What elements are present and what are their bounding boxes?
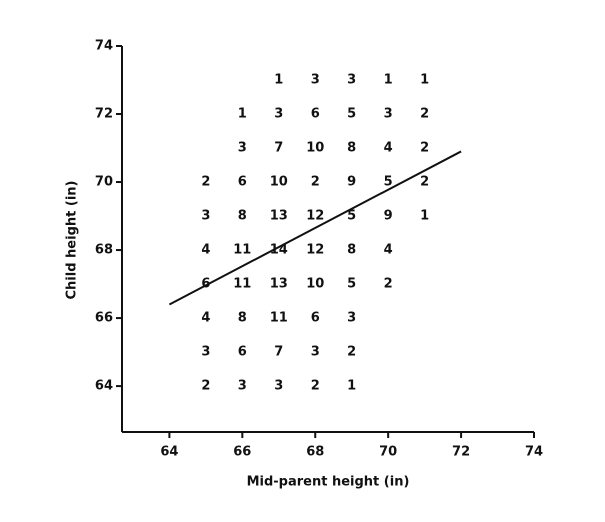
count-label: 2 <box>201 175 210 190</box>
count-label: 2 <box>384 277 393 292</box>
count-label: 8 <box>347 243 356 258</box>
count-label: 11 <box>270 311 288 326</box>
count-label: 8 <box>347 141 356 156</box>
y-tick-label: 66 <box>95 311 113 326</box>
x-tick-label: 74 <box>525 445 543 460</box>
count-label: 10 <box>306 277 324 292</box>
count-label: 13 <box>270 277 288 292</box>
y-tick-label: 68 <box>95 243 113 258</box>
regression-line <box>168 150 462 306</box>
count-label: 6 <box>311 107 320 122</box>
count-label: 4 <box>384 141 393 156</box>
count-label: 3 <box>238 141 247 156</box>
x-tick-label: 68 <box>306 445 324 460</box>
count-label: 2 <box>420 107 429 122</box>
count-label: 8 <box>238 311 247 326</box>
x-tick-label: 72 <box>452 445 470 460</box>
count-label: 5 <box>347 107 356 122</box>
y-tick-label: 74 <box>95 39 113 54</box>
count-label: 3 <box>201 209 210 224</box>
count-label: 2 <box>311 379 320 394</box>
count-label: 3 <box>274 107 283 122</box>
count-label: 5 <box>384 175 393 190</box>
y-tick-label: 64 <box>95 379 113 394</box>
count-label: 4 <box>201 311 210 326</box>
count-label: 2 <box>420 141 429 156</box>
count-label: 3 <box>201 345 210 360</box>
y-axis-label: Child height (in) <box>65 181 80 300</box>
count-label: 3 <box>347 311 356 326</box>
count-label: 3 <box>384 107 393 122</box>
count-label: 6 <box>238 175 247 190</box>
count-label: 1 <box>274 73 283 88</box>
count-label: 3 <box>311 345 320 360</box>
count-label: 12 <box>306 243 324 258</box>
count-label: 2 <box>347 345 356 360</box>
x-tick-label: 64 <box>160 445 178 460</box>
count-label: 11 <box>233 277 251 292</box>
count-label: 3 <box>347 73 356 88</box>
count-label: 14 <box>270 243 288 258</box>
count-label: 1 <box>384 73 393 88</box>
count-label: 5 <box>347 277 356 292</box>
count-label: 3 <box>238 379 247 394</box>
count-label: 6 <box>201 277 210 292</box>
x-axis-label: Mid-parent height (in) <box>247 475 410 490</box>
count-label: 8 <box>238 209 247 224</box>
count-label: 1 <box>420 209 429 224</box>
count-label: 9 <box>347 175 356 190</box>
x-tick-label: 70 <box>379 445 397 460</box>
count-label: 13 <box>270 209 288 224</box>
count-label: 4 <box>201 243 210 258</box>
count-label: 3 <box>274 379 283 394</box>
count-label: 6 <box>238 345 247 360</box>
y-tick-label: 70 <box>95 175 113 190</box>
y-tick-label: 72 <box>95 107 113 122</box>
count-label: 1 <box>420 73 429 88</box>
count-label: 1 <box>347 379 356 394</box>
count-label: 4 <box>384 243 393 258</box>
count-label: 9 <box>384 209 393 224</box>
count-label: 7 <box>274 141 283 156</box>
x-tick-label: 66 <box>233 445 251 460</box>
count-label: 10 <box>270 175 288 190</box>
count-label: 5 <box>347 209 356 224</box>
count-label: 2 <box>201 379 210 394</box>
count-label: 10 <box>306 141 324 156</box>
count-label: 2 <box>311 175 320 190</box>
count-label: 12 <box>306 209 324 224</box>
count-label: 3 <box>311 73 320 88</box>
count-label: 1 <box>238 107 247 122</box>
count-label: 11 <box>233 243 251 258</box>
count-label: 7 <box>274 345 283 360</box>
count-label: 2 <box>420 175 429 190</box>
count-label: 6 <box>311 311 320 326</box>
